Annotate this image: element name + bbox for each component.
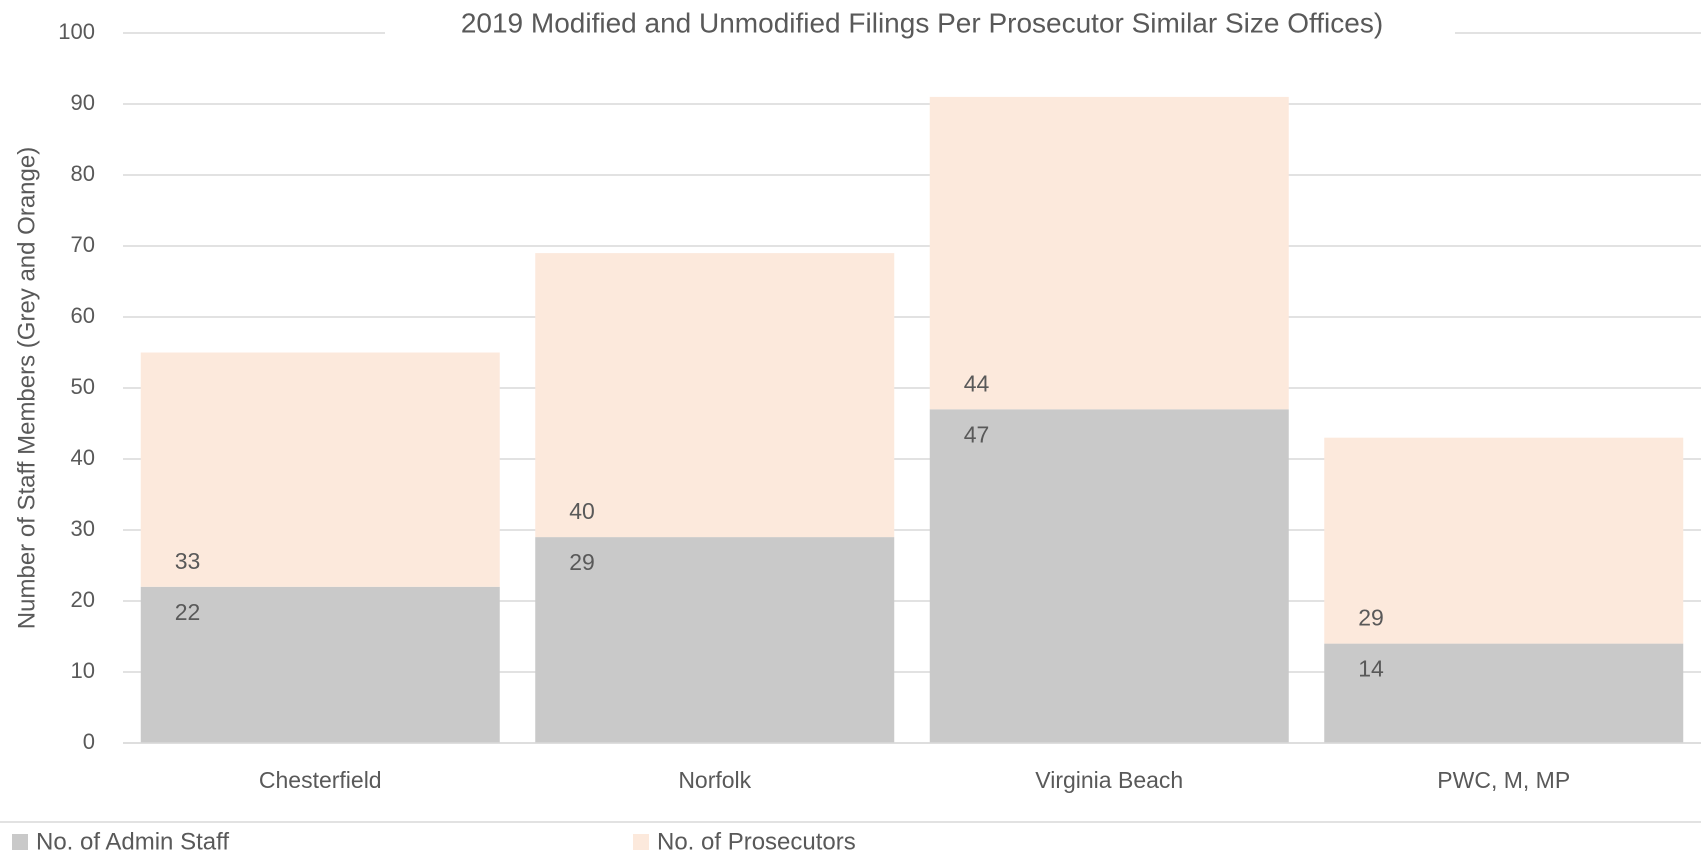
data-label: 29 (569, 549, 595, 575)
x-tick-label: Chesterfield (259, 767, 382, 793)
data-label: 14 (1358, 656, 1384, 682)
y-tick-label: 40 (71, 445, 95, 470)
y-tick-label: 10 (71, 658, 95, 683)
bar-segment (1324, 437, 1684, 644)
y-tick-label: 50 (71, 374, 95, 399)
bar-segment (535, 253, 895, 538)
bar-segment (140, 586, 500, 743)
x-tick-label: Virginia Beach (1035, 767, 1183, 793)
legend-swatch (12, 834, 28, 850)
data-label: 29 (1358, 605, 1384, 631)
title-bg (385, 8, 1455, 44)
y-tick-label: 80 (71, 161, 95, 186)
y-tick-label: 0 (83, 729, 95, 754)
bar-segment (140, 352, 500, 587)
chart-title: 2019 Modified and Unmodified Filings Per… (461, 7, 1383, 38)
data-label: 44 (964, 370, 990, 396)
y-tick-label: 20 (71, 587, 95, 612)
x-tick-label: Norfolk (678, 767, 751, 793)
bar-segment (929, 96, 1289, 410)
data-label: 22 (175, 599, 201, 625)
legend-swatch (633, 834, 649, 850)
bar-segment (929, 409, 1289, 743)
y-tick-label: 100 (58, 19, 95, 44)
y-tick-label: 90 (71, 90, 95, 115)
data-label: 40 (569, 498, 595, 524)
y-axis-title: Number of Staff Members (Grey and Orange… (13, 147, 40, 629)
legend-label: No. of Prosecutors (657, 828, 856, 855)
y-tick-label: 60 (71, 303, 95, 328)
y-tick-label: 70 (71, 232, 95, 257)
bar-segment (1324, 643, 1684, 743)
data-label: 33 (175, 548, 201, 574)
x-tick-label: PWC, M, MP (1437, 767, 1570, 793)
y-tick-label: 30 (71, 516, 95, 541)
legend-label: No. of Admin Staff (36, 828, 229, 855)
data-label: 47 (964, 421, 990, 447)
bar-segment (535, 537, 895, 743)
